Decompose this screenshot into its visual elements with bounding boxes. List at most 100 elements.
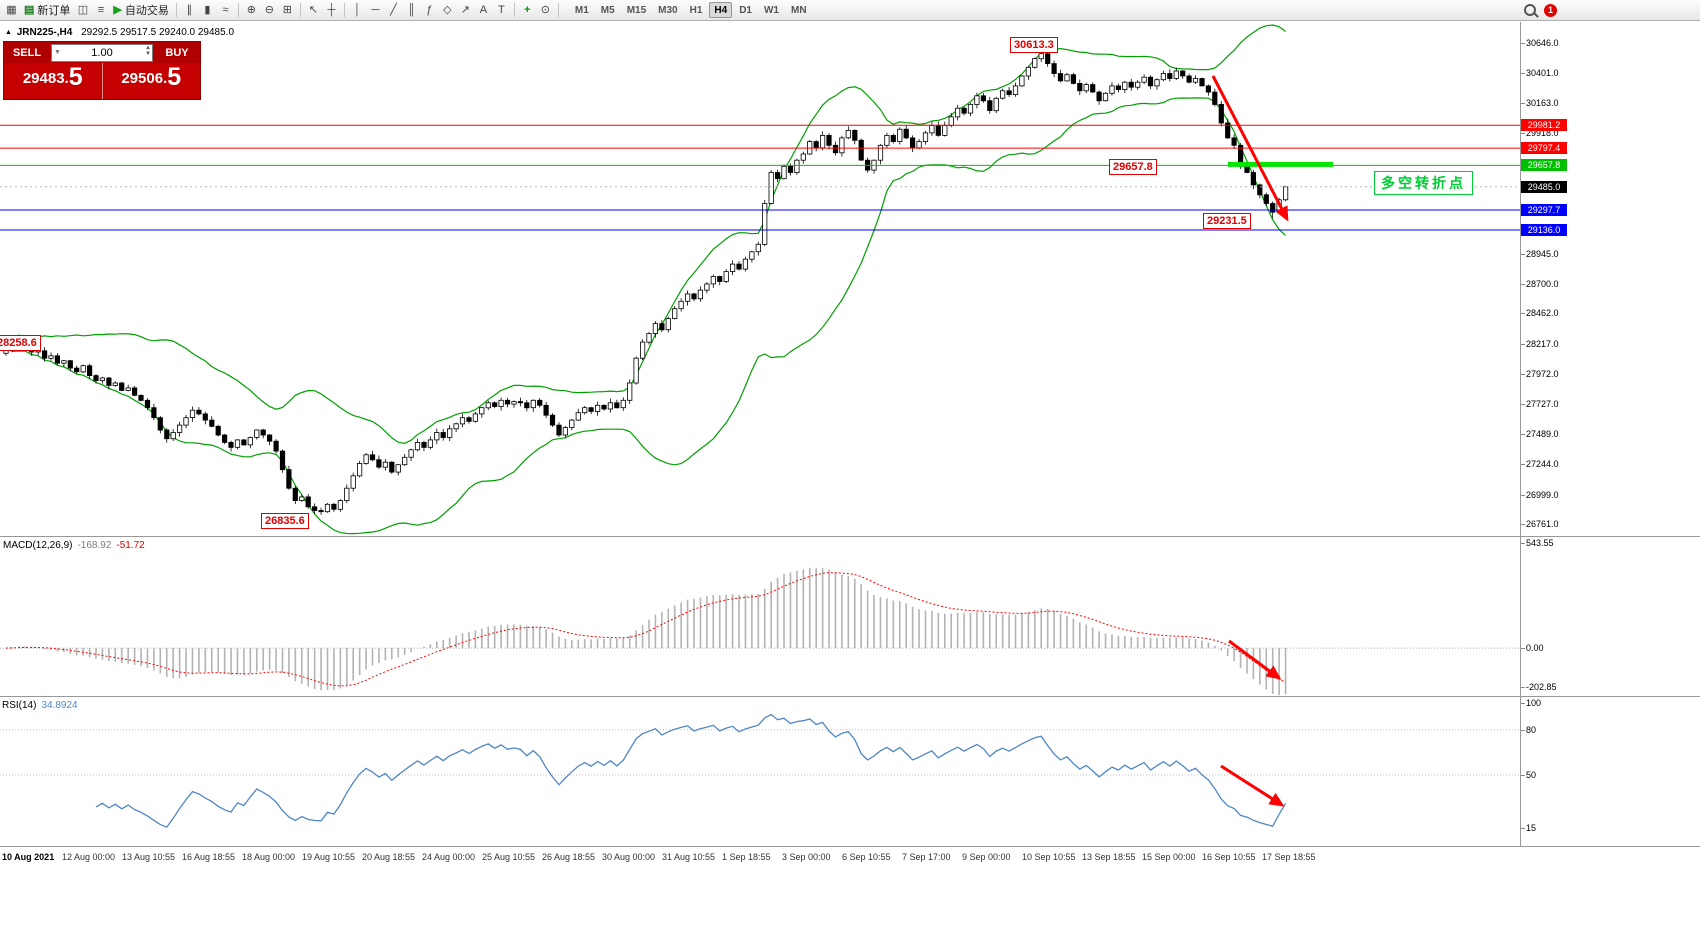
main-chart-panel[interactable] <box>0 22 1520 536</box>
rsi-tick: 100 <box>1520 698 1542 708</box>
spin-down-icon: ▼ <box>145 50 151 57</box>
toolbar-buttons: ▦ ▤ 新订单 ◫ ≡ ▶ 自动交易 ∥ ▮ ≈ ⊕ ⊖ ⊞ ↖ ┼ │ ─ ╱ ║ ƒ ◇ ↗ A T + ⊙ <box>3 2 562 19</box>
price-tick: 26999.0 <box>1521 490 1559 500</box>
panel-separator[interactable] <box>0 536 1700 537</box>
text-button[interactable]: A <box>475 2 492 19</box>
horizontal-line-button[interactable]: ─ <box>367 2 384 19</box>
label-button[interactable]: T <box>493 2 510 19</box>
time-tick: 13 Aug 10:55 <box>122 852 176 862</box>
timeframe-d1-button[interactable]: D1 <box>734 2 757 18</box>
rsi-canvas <box>0 713 1520 828</box>
new-chart-button[interactable]: ▦ <box>3 2 20 19</box>
macd-canvas <box>0 567 1520 696</box>
price-tick: 30401.0 <box>1521 68 1559 78</box>
candlestick-icon: ▮ <box>204 3 211 16</box>
autotrade-button[interactable]: ▶ 自动交易 <box>110 2 171 19</box>
zoom-in-icon: ⊕ <box>246 3 256 16</box>
rsi-name: RSI(14) <box>2 700 37 711</box>
volume-spinner[interactable]: ▲ ▼ <box>145 45 151 57</box>
rsi-tick: 80 <box>1520 725 1537 735</box>
zoom-out-button[interactable]: ⊖ <box>261 2 278 19</box>
notification-badge[interactable]: 1 <box>1544 3 1557 17</box>
time-tick: 10 Sep 10:55 <box>1022 852 1076 862</box>
price-tick: 27489.0 <box>1521 429 1559 439</box>
top-toolbar: ▦ ▤ 新订单 ◫ ≡ ▶ 自动交易 ∥ ▮ ≈ ⊕ ⊖ ⊞ ↖ ┼ │ ─ ╱ ║ ƒ ◇ ↗ A T + ⊙ M1 M5 M15 M… <box>0 0 1700 21</box>
price-tick: 27244.0 <box>1521 459 1559 469</box>
chart-title: ▲ JRN225-,H4 29292.5 29517.5 29240.0 294… <box>5 27 234 38</box>
fibonacci-button[interactable]: ƒ <box>421 2 438 19</box>
market-watch-button[interactable]: ≡ <box>92 2 109 19</box>
time-tick: 24 Aug 00:00 <box>422 852 476 862</box>
indicators-button[interactable]: + <box>519 2 536 19</box>
time-tick: 19 Aug 10:55 <box>302 852 356 862</box>
sell-price[interactable]: 29483. 5 <box>4 63 103 99</box>
price-tick: 28700.0 <box>1521 279 1559 289</box>
time-tick: 13 Sep 18:55 <box>1082 852 1136 862</box>
zoom-in-button[interactable]: ⊕ <box>243 2 260 19</box>
time-tick: 1 Sep 18:55 <box>722 852 771 862</box>
timeframe-mn-button[interactable]: MN <box>786 2 812 18</box>
macd-histogram <box>11 567 1287 696</box>
volume-value[interactable]: 1.00 <box>91 46 113 59</box>
cursor-button[interactable]: ↖ <box>305 2 322 19</box>
chart-window-button[interactable]: ◫ <box>74 2 91 19</box>
time-tick: 20 Aug 18:55 <box>362 852 416 862</box>
arrows-icon: ↗ <box>460 3 470 16</box>
price-chart-canvas <box>0 24 1520 535</box>
bar-chart-button[interactable]: ∥ <box>181 2 198 19</box>
rsi-panel[interactable] <box>0 698 1520 846</box>
trend-arrow <box>1220 764 1285 807</box>
trendline-icon: ╱ <box>390 3 397 16</box>
timeframe-w1-button[interactable]: W1 <box>759 2 784 18</box>
timeframe-h4-button[interactable]: H4 <box>709 2 733 18</box>
rsi-value: 34.8924 <box>41 700 78 711</box>
time-tick: 9 Sep 00:00 <box>962 852 1011 862</box>
periods-button[interactable]: ⊙ <box>537 2 554 19</box>
toolbar-separator <box>513 3 515 17</box>
timeframe-m30-button[interactable]: M30 <box>653 2 682 18</box>
current-price-badge: 29485.0 <box>1521 181 1567 193</box>
timeframe-buttons: M1 M5 M15 M30 H1 H4 D1 W1 MN <box>569 2 813 18</box>
time-tick: 7 Sep 17:00 <box>902 852 951 862</box>
macd-panel[interactable] <box>0 538 1520 696</box>
timeframe-m1-button[interactable]: M1 <box>570 2 594 18</box>
autotrade-button-label: 自动交易 <box>124 5 169 17</box>
volume-control[interactable]: ▼ 1.00 ▲ ▼ <box>51 43 153 62</box>
shapes-button[interactable]: ◇ <box>439 2 456 19</box>
line-chart-icon: ≈ <box>222 3 229 16</box>
vertical-line-button[interactable]: │ <box>349 2 366 19</box>
sell-price-main: 29483. <box>22 70 69 87</box>
expand-icon[interactable]: ▲ <box>5 29 12 36</box>
line-chart-button[interactable]: ≈ <box>217 2 234 19</box>
arrows-button[interactable]: ↗ <box>457 2 474 19</box>
sell-button[interactable]: SELL <box>4 46 50 60</box>
buy-price[interactable]: 29506. 5 <box>103 63 201 99</box>
trade-top-row: SELL ▼ 1.00 ▲ ▼ BUY <box>4 42 200 63</box>
volume-dropdown-icon[interactable]: ▼ <box>54 49 61 56</box>
timeframe-m15-button[interactable]: M15 <box>622 2 651 18</box>
buy-button[interactable]: BUY <box>154 46 200 60</box>
channel-button[interactable]: ║ <box>403 2 420 19</box>
price-tick: 27727.0 <box>1521 399 1559 409</box>
trendline-button[interactable]: ╱ <box>385 2 402 19</box>
timeframe-h1-button[interactable]: H1 <box>685 2 708 18</box>
price-tick: 27972.0 <box>1521 369 1559 379</box>
timeframe-m5-button[interactable]: M5 <box>596 2 620 18</box>
tile-windows-button[interactable]: ⊞ <box>279 2 296 19</box>
macd-name: MACD(12,26,9) <box>3 540 73 551</box>
time-tick: 26 Aug 18:55 <box>542 852 596 862</box>
indicators-icon: + <box>524 3 531 16</box>
new-chart-icon: ▦ <box>6 3 17 16</box>
panel-separator[interactable] <box>0 696 1700 697</box>
candlestick-button[interactable]: ▮ <box>199 2 216 19</box>
search-icon[interactable] <box>1524 4 1536 16</box>
price-level-badge: 29657.8 <box>1521 159 1567 171</box>
time-tick: 16 Aug 18:55 <box>182 852 236 862</box>
crosshair-button[interactable]: ┼ <box>323 2 340 19</box>
new-order-button[interactable]: ▤ 新订单 <box>21 2 73 19</box>
bollinger-lower <box>5 97 1287 535</box>
bollinger-upper <box>5 24 1286 445</box>
time-tick: 25 Aug 10:55 <box>482 852 536 862</box>
symbol-name: JRN225-,H4 <box>16 27 73 38</box>
autotrade-icon: ▶ <box>113 3 122 16</box>
